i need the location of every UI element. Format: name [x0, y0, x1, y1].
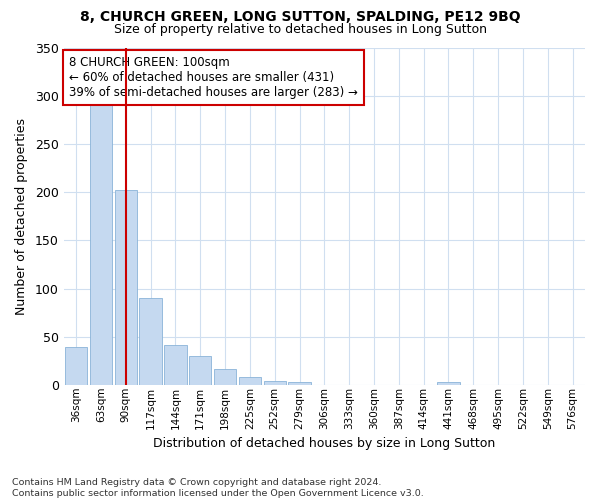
- Bar: [189, 356, 211, 385]
- Bar: [239, 378, 261, 385]
- Bar: [90, 106, 112, 385]
- Y-axis label: Number of detached properties: Number of detached properties: [15, 118, 28, 315]
- Text: 8 CHURCH GREEN: 100sqm
← 60% of detached houses are smaller (431)
39% of semi-de: 8 CHURCH GREEN: 100sqm ← 60% of detached…: [69, 56, 358, 99]
- X-axis label: Distribution of detached houses by size in Long Sutton: Distribution of detached houses by size …: [153, 437, 496, 450]
- Text: Size of property relative to detached houses in Long Sutton: Size of property relative to detached ho…: [113, 22, 487, 36]
- Bar: [437, 382, 460, 385]
- Bar: [164, 344, 187, 385]
- Bar: [263, 382, 286, 385]
- Text: 8, CHURCH GREEN, LONG SUTTON, SPALDING, PE12 9BQ: 8, CHURCH GREEN, LONG SUTTON, SPALDING, …: [80, 10, 520, 24]
- Text: Contains HM Land Registry data © Crown copyright and database right 2024.
Contai: Contains HM Land Registry data © Crown c…: [12, 478, 424, 498]
- Bar: [139, 298, 162, 385]
- Bar: [289, 382, 311, 385]
- Bar: [115, 190, 137, 385]
- Bar: [214, 369, 236, 385]
- Bar: [65, 346, 87, 385]
